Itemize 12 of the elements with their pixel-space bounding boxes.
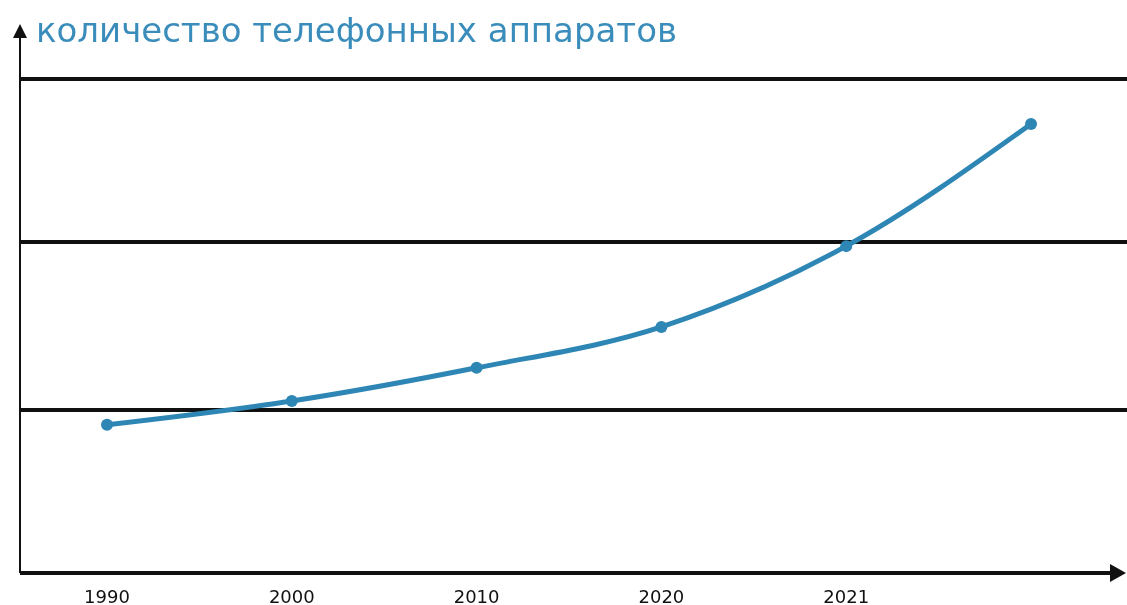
x-tick-label: 2021 <box>823 586 870 605</box>
point <box>655 320 668 333</box>
point <box>101 418 113 431</box>
x-tick-label: 2020 <box>638 586 685 605</box>
point <box>1025 118 1037 130</box>
chart-title: количество телефонных аппаратов <box>36 10 677 50</box>
point <box>840 240 853 253</box>
point <box>285 395 298 408</box>
x-tick-label: 1990 <box>84 586 130 605</box>
point <box>470 361 483 374</box>
x-tick-label: 2010 <box>453 586 500 605</box>
x-tick-label: 2000 <box>268 586 315 605</box>
